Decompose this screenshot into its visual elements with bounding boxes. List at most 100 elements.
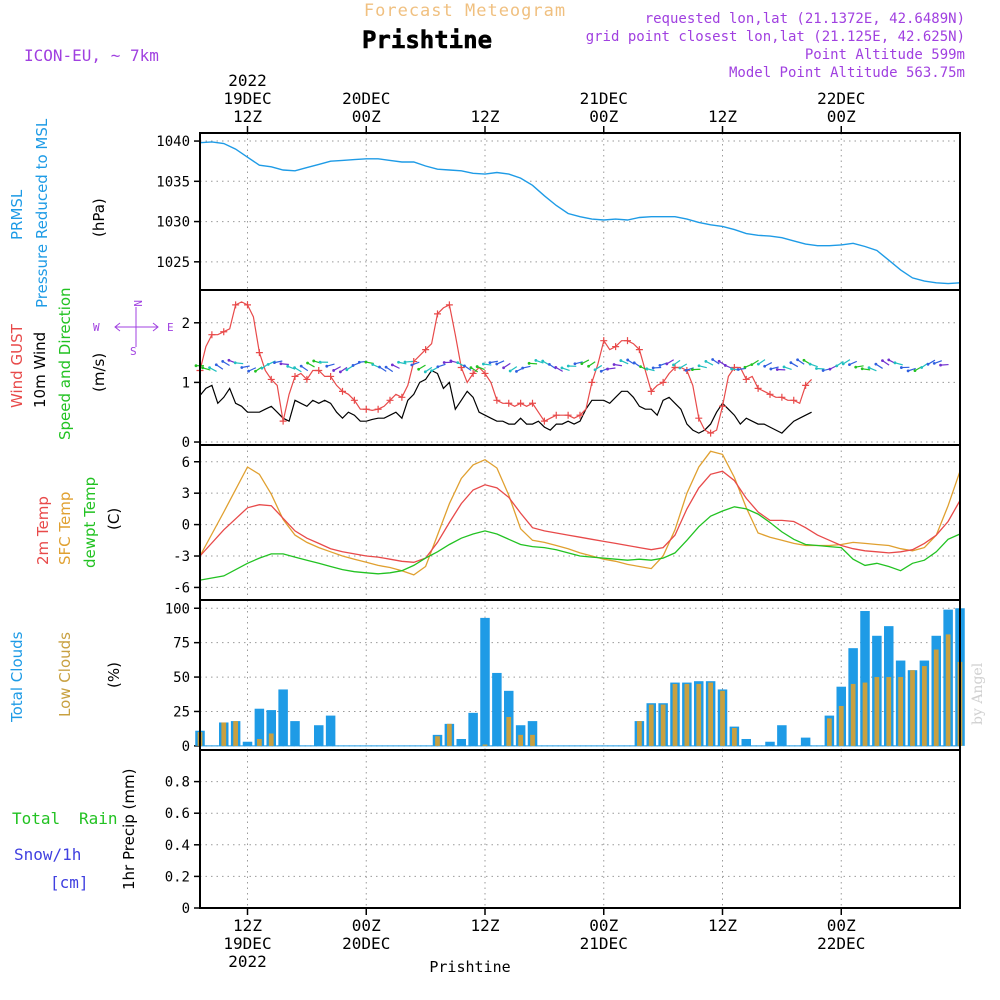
wind-direction-arrowhead (332, 369, 336, 372)
wind-direction-arrowhead (527, 361, 531, 365)
wind-direction-arrowhead (293, 366, 296, 370)
wind-direction-arrowhead (482, 362, 485, 366)
wind-gust-marker (790, 396, 798, 404)
y-tick-label: 2 (182, 316, 190, 332)
low-cloud-bar (435, 736, 440, 746)
low-cloud-bar (886, 677, 892, 746)
wind-speed-line (199, 369, 812, 434)
total-cloud-bar (266, 710, 276, 746)
panel-frame (199, 132, 961, 291)
location-title: Prishtine (362, 26, 492, 54)
wind-direction-arrowhead (547, 362, 551, 366)
total-cloud-bar (527, 721, 538, 746)
wind-direction-arrowhead (214, 363, 218, 367)
time-label-top: 00Z (589, 107, 618, 126)
time-label-top: 00Z (827, 107, 856, 126)
wind-direction-arrowhead (645, 367, 649, 371)
wind-gust-marker (612, 343, 620, 351)
wind-direction-arrowhead (554, 365, 558, 369)
wind-direction-arrowhead (704, 359, 708, 363)
wind-direction-arrowhead (338, 370, 342, 374)
wind-direction-arrowhead (364, 360, 368, 364)
wind-gust-marker (386, 396, 394, 404)
time-label-bottom: 21DEC (580, 934, 628, 953)
wind-gust-marker (244, 301, 251, 309)
low-cloud-bar (506, 716, 512, 746)
wind-gust-label: Wind GUST (8, 323, 26, 408)
wind-gust-marker (232, 301, 240, 309)
total-cloud-bar (314, 725, 324, 746)
wind-direction-arrowhead (789, 361, 793, 365)
wind-direction-arrowhead (926, 362, 930, 366)
wind-gust-marker (766, 390, 774, 398)
pressure-label-2: Pressure Reduced to MSL (33, 118, 51, 308)
time-label-bottom: 19DEC (223, 934, 271, 953)
time-label-top: 22DEC (817, 89, 865, 108)
wind-direction-arrowhead (357, 360, 361, 364)
y-tick-label: 1030 (156, 215, 190, 231)
low-cloud-bar (518, 734, 523, 746)
low-cloud-bar (838, 705, 844, 746)
wind-direction-arrowhead (502, 366, 506, 370)
low-cloud-bar (672, 683, 678, 746)
total-cloud-bar (290, 721, 300, 746)
wind-gust-marker (635, 346, 643, 354)
wind-direction-arrowhead (599, 369, 603, 373)
total-cloud-bar (468, 712, 478, 746)
low-cloud-bar (696, 683, 702, 746)
wind-direction-arrowhead (587, 364, 590, 368)
wind-direction-arrowhead (463, 364, 466, 368)
wind-10m-label: 10m Wind (31, 332, 49, 408)
wind-direction-arrowhead (495, 362, 499, 366)
total-cloud-bar (480, 617, 490, 746)
wind-gust-marker (327, 372, 335, 380)
total-cloud-bar (242, 741, 253, 746)
y-tick-label: 75 (173, 636, 190, 652)
wind-direction-arrowhead (488, 361, 492, 365)
wind-direction-arrowhead (371, 363, 375, 366)
wind-direction-arrowhead (469, 366, 473, 369)
wind-gust-marker (267, 375, 275, 383)
wind-direction-arrowhead (939, 363, 942, 367)
wind-direction-arrowhead (697, 364, 701, 368)
wind-direction-arrowhead (769, 367, 773, 371)
wind-direction-arrowhead (254, 369, 257, 373)
wind-direction-arrowhead (619, 359, 623, 362)
wind-direction-arrowhead (887, 358, 891, 362)
wind-gust-marker (517, 399, 525, 407)
wind-direction-arrowhead (560, 366, 564, 370)
wind-direction-arrowhead (201, 366, 205, 370)
wind-gust-marker (624, 337, 631, 345)
model-point-altitude: Model Point Altitude 563.75m (729, 65, 965, 81)
wind-gust-marker (552, 411, 560, 419)
low-cloud-bar (268, 733, 274, 746)
wind-direction-arrowhead (690, 368, 694, 372)
wind-direction-arrowhead (573, 362, 577, 366)
low-cloud-bar (827, 718, 832, 746)
wind-direction-arrowhead (763, 364, 767, 368)
y-tick-label: 0.2 (165, 869, 190, 885)
wind-direction-arrowhead (566, 364, 570, 368)
wind-direction-arrowhead (743, 365, 747, 369)
wind-direction-arrowhead (658, 364, 662, 367)
low-cloud-bar (933, 649, 939, 746)
wind-gust-marker (695, 414, 703, 422)
wind-direction-arrowhead (906, 369, 910, 373)
y-tick-label: 0 (182, 901, 190, 917)
wind-gust-marker (564, 411, 572, 419)
precip-unit: 1hr Precip (mm) (120, 769, 138, 890)
compass-e: E (167, 321, 174, 334)
wind-direction-arrowhead (841, 362, 845, 366)
wind-direction-arrowhead (423, 370, 427, 374)
wind-direction-arrowhead (194, 364, 198, 368)
grid-point-lonlat: grid point closest lon,lat (21.125E, 42.… (586, 29, 965, 45)
wind-direction-arrowhead (750, 363, 754, 367)
wind-gust-marker (303, 375, 311, 383)
wind-direction-arrowhead (318, 360, 322, 364)
time-label-bottom: 00Z (589, 916, 618, 935)
wind-gust-marker (350, 396, 358, 404)
wind-direction-arrowhead (580, 362, 584, 366)
y-tick-label: -3 (173, 549, 190, 565)
low-cloud-bar (874, 677, 880, 746)
total-cloud-bar (800, 737, 811, 746)
